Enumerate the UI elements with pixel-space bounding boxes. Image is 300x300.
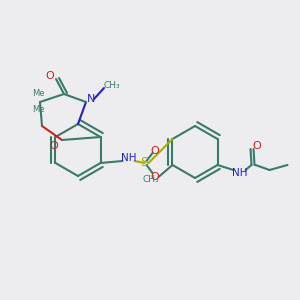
Text: O: O	[150, 146, 159, 156]
Text: CH₃: CH₃	[104, 82, 120, 91]
Text: NH: NH	[121, 153, 136, 163]
Text: O: O	[46, 71, 54, 81]
Text: CH₃: CH₃	[142, 176, 159, 184]
Text: NH: NH	[232, 168, 247, 178]
Text: N: N	[87, 94, 95, 104]
Text: O: O	[150, 172, 159, 182]
Text: S: S	[140, 157, 148, 169]
Text: O: O	[252, 141, 261, 151]
Text: Me: Me	[32, 106, 44, 115]
Text: O: O	[50, 141, 58, 151]
Text: Me: Me	[32, 89, 44, 98]
